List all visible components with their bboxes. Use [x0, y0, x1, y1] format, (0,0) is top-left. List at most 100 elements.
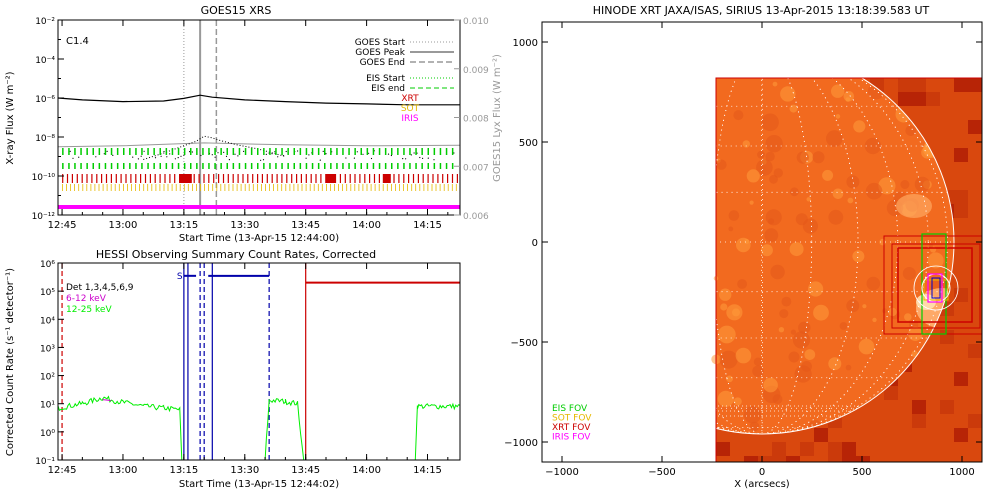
xrt-row-mark: [96, 174, 98, 183]
eis-row-lower-mark: [421, 163, 423, 169]
xrt-center-box: [931, 277, 941, 299]
goes-noise-point: [265, 153, 267, 155]
xrt-row-mark: [364, 174, 366, 183]
iris-fov-box: [927, 273, 943, 303]
xrt-disk-feature: [804, 349, 816, 360]
xrt-legend-label: SOT FOV: [552, 414, 592, 424]
eis-row-upper-mark: [177, 148, 180, 155]
xrt-disk-feature: [780, 86, 796, 102]
xrt-disk-feature: [737, 279, 747, 289]
xrt-disk-feature: [778, 327, 785, 333]
goes-noise-point: [166, 156, 168, 158]
xrt-disk-feature: [753, 357, 763, 366]
xrt-block: [884, 386, 898, 400]
eis-row-lower-mark: [263, 163, 265, 169]
hessi-x-tick-label: 13:45: [291, 465, 320, 476]
eis-row-lower-mark: [92, 163, 94, 169]
hessi-x-tick-label: 12:45: [48, 465, 77, 476]
xrt-row-mark: [232, 174, 234, 183]
xrt-row-block: [326, 174, 336, 183]
goes-noise-point: [174, 158, 176, 160]
sot-row-mark: [62, 184, 63, 191]
goes-x-tick-label: 14:15: [413, 220, 442, 231]
eis-row-upper-mark: [220, 148, 222, 155]
sot-row-mark: [82, 184, 84, 191]
hessi-frame: [57, 262, 461, 461]
eis-row-upper-mark: [244, 148, 247, 155]
eis-row-lower-mark: [433, 163, 436, 169]
sot-row-mark: [269, 184, 270, 191]
goes-noise-point: [177, 157, 179, 159]
eis-row-lower-mark: [250, 163, 253, 169]
xrt-panel: HINODE XRT JAXA/ISAS, SIRIUS 13-Apr-2015…: [504, 4, 983, 490]
xrt-row-mark: [62, 174, 64, 183]
eis-row-upper-mark: [202, 148, 204, 155]
hessi-x-ticks: 12:45 13:00 13:15 13:30 13:45 14:00 14:15: [48, 263, 449, 476]
xrt-row-mark: [140, 174, 142, 183]
eis-row-upper-mark: [171, 148, 174, 155]
eis-row-lower-mark: [232, 163, 235, 169]
eis-row-upper-mark: [403, 148, 405, 155]
sot-row-mark: [228, 184, 230, 191]
xrt-block: [744, 456, 758, 462]
xrt-disk-feature: [761, 113, 779, 132]
xrt-row-mark: [291, 174, 293, 183]
xrt-row-mark: [403, 174, 405, 183]
goes-legend-label: IRIS: [401, 114, 419, 124]
xrt-row-mark: [456, 174, 458, 183]
xrt-row-mark: [135, 174, 137, 183]
eis-row-lower-mark: [397, 163, 399, 169]
goes-noise-point: [427, 157, 429, 159]
xrt-block: [912, 414, 926, 428]
eis-row-lower-mark: [165, 163, 168, 169]
xrt-block: [716, 442, 730, 456]
hessi-6-12-curve: [102, 399, 111, 402]
goes-noise-point: [78, 156, 80, 158]
xrt-disk-feature: [862, 304, 867, 309]
sot-row-mark: [451, 184, 453, 191]
sot-row-mark: [447, 184, 449, 191]
hessi-y-tick-label: 10²: [40, 373, 55, 383]
xrt-disk-feature: [772, 81, 778, 87]
sot-row-mark: [257, 184, 258, 191]
goes-noise-point: [214, 156, 216, 158]
xrt-block: [968, 344, 982, 358]
xrt-row-mark: [325, 174, 327, 183]
sot-row-mark: [127, 184, 128, 191]
xrt-row-mark: [110, 174, 112, 183]
goes-legend-label: GOES Peak: [355, 48, 405, 58]
sot-row-mark: [236, 184, 238, 191]
xrt-lon-line: [761, 50, 763, 434]
goes-noise-point: [143, 150, 145, 152]
sot-row-mark: [155, 184, 157, 191]
eis-row-lower-mark: [336, 163, 338, 169]
goes-y2-tick-label: 0.009: [463, 66, 489, 76]
eis-row-lower-mark: [104, 163, 107, 169]
sot-row-mark: [313, 184, 315, 191]
goes-noise-point: [189, 151, 191, 153]
xrt-disk-feature: [822, 169, 834, 181]
goes-noise-point: [387, 153, 390, 155]
xrt-disk-feature: [773, 168, 783, 178]
eis-row-lower-mark: [190, 163, 192, 169]
xrt-disk-feature: [828, 209, 844, 225]
eis-row-upper-mark: [317, 148, 320, 155]
eis-row-upper-mark: [238, 148, 241, 155]
xrt-disk-feature: [853, 120, 866, 133]
goes-noise-point: [72, 157, 74, 159]
xrt-disk-feature: [757, 150, 765, 159]
goes-x-tick-label: 13:45: [291, 220, 320, 231]
hessi-y-tick-label: 10³: [40, 344, 55, 354]
eis-row-upper-mark: [110, 148, 113, 155]
xrt-disk-feature: [865, 182, 883, 200]
sot-row-mark: [175, 184, 177, 191]
goes-noise-point: [191, 151, 193, 153]
xrt-lon-line: [595, 50, 929, 434]
eis-row-upper-mark: [250, 148, 253, 155]
xrt-block: [772, 442, 786, 456]
goes-y-tick-label: 10⁻²: [35, 17, 55, 27]
hessi-legend-label: Det 1,3,4,5,6,9: [66, 283, 134, 293]
sot-row-mark: [220, 184, 222, 191]
eis-row-lower-mark: [281, 163, 283, 169]
sot-row-mark: [411, 184, 413, 191]
